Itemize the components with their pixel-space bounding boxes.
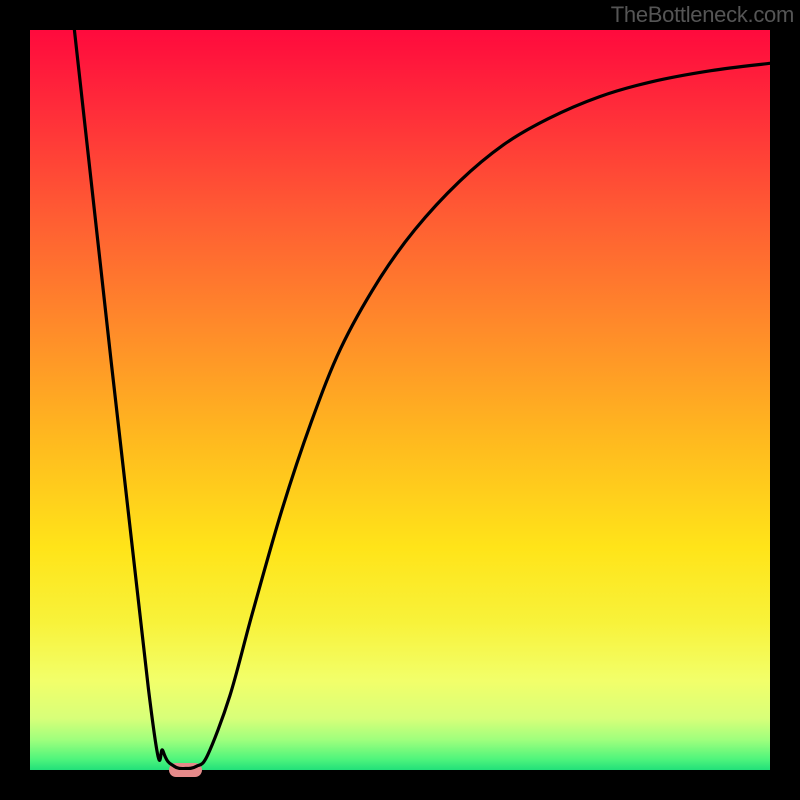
minimum-marker [169, 763, 202, 776]
chart-frame: TheBottleneck.com [0, 0, 800, 800]
plot-area [30, 30, 770, 770]
watermark-text: TheBottleneck.com [611, 2, 794, 28]
heatmap-gradient [30, 30, 770, 770]
